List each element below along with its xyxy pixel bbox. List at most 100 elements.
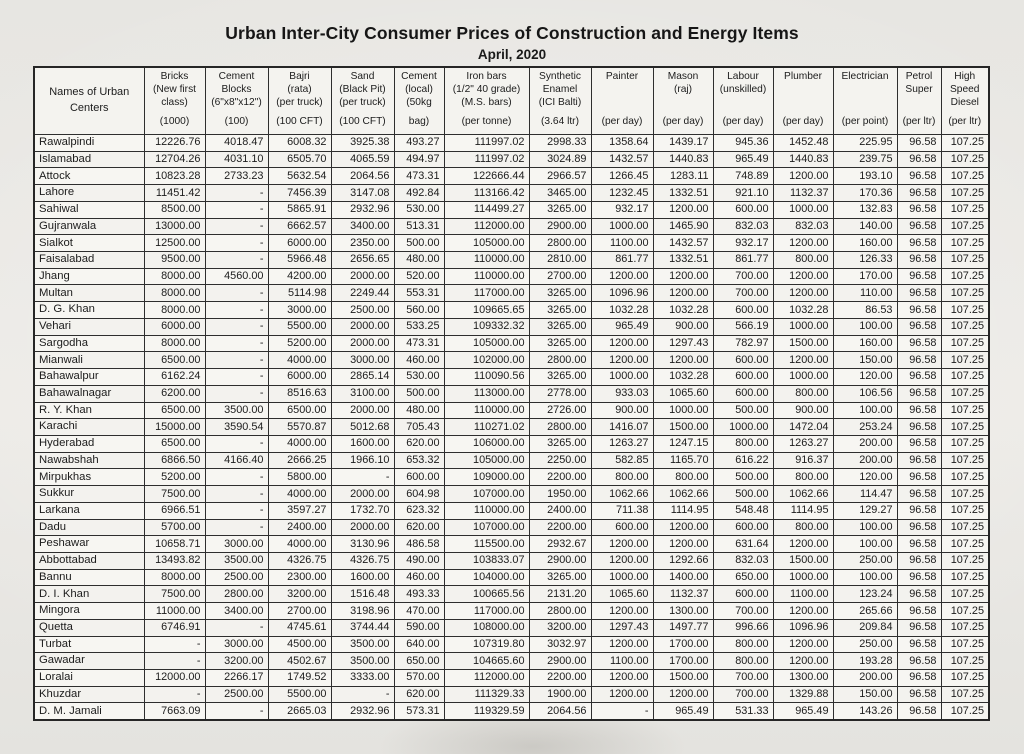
city-cell: Turbat — [33, 635, 145, 654]
header-row: Names of Urban Centers Bricks (New first… — [33, 66, 990, 135]
value-cell: 8000.00 — [143, 301, 206, 319]
value-cell: 1200.00 — [652, 267, 714, 286]
value-cell: 1200.00 — [652, 200, 714, 219]
value-cell: 460.00 — [393, 351, 445, 370]
value-cell: 1032.28 — [772, 301, 834, 319]
value-cell: 107.25 — [940, 418, 990, 436]
value-cell: 96.58 — [896, 652, 942, 670]
value-cell: 107.25 — [940, 551, 990, 570]
value-cell: 200.00 — [832, 451, 898, 470]
column-header-13: High Speed Diesel (per ltr) — [940, 66, 990, 135]
value-cell: 5500.00 — [267, 317, 332, 336]
value-cell: 117000.00 — [443, 284, 530, 303]
value-cell: 460.00 — [393, 568, 445, 587]
table-row: Sahiwal 8500.00-5865.91 2932.96 530.00 11449… — [33, 200, 990, 219]
value-cell: 107.25 — [940, 451, 990, 470]
value-cell: 107.25 — [940, 167, 990, 186]
value-cell: 3265.00 — [528, 568, 592, 587]
value-cell: 265.66 — [832, 602, 898, 620]
page-title: Urban Inter-City Consumer Prices of Cons… — [225, 23, 799, 43]
value-cell: 2064.56 — [528, 702, 592, 721]
value-cell: 3000.00 — [204, 535, 269, 553]
value-cell: 107.25 — [940, 618, 990, 637]
value-cell: 107.25 — [940, 468, 990, 487]
column-name: Iron bars (1/2" 40 grade) (M.S. bars) — [452, 71, 521, 109]
value-cell: 100.00 — [832, 568, 898, 587]
value-cell: - — [204, 501, 269, 520]
city-cell: Faisalabad — [33, 251, 145, 269]
column-name: Electrician — [841, 71, 889, 82]
value-cell: 1400.00 — [652, 568, 714, 587]
value-cell: 1232.45 — [590, 184, 654, 202]
value-cell: 1062.66 — [772, 485, 834, 503]
value-cell: 96.58 — [896, 685, 942, 704]
value-cell: 2800.00 — [528, 234, 592, 253]
table-row: Nawabshah 6866.50 4166.40 2666.25 1966.10 653… — [33, 451, 990, 470]
value-cell: - — [204, 217, 269, 236]
value-cell: 107000.00 — [443, 485, 530, 503]
value-cell: 1200.00 — [590, 602, 654, 620]
value-cell: 96.58 — [896, 267, 942, 286]
value-cell: 2700.00 — [528, 267, 592, 286]
value-cell: 2000.00 — [330, 485, 395, 503]
value-cell: 650.00 — [393, 652, 445, 670]
value-cell: 700.00 — [712, 685, 774, 704]
value-cell: 107.25 — [940, 585, 990, 604]
column-header-1: Cement Blocks (6"x8"x12") (100) — [204, 66, 269, 135]
value-cell: 1600.00 — [330, 434, 395, 453]
value-cell: 631.64 — [712, 535, 774, 553]
value-cell: 1432.57 — [652, 234, 714, 253]
value-cell: 782.97 — [712, 334, 774, 353]
value-cell: 96.58 — [896, 200, 942, 219]
value-cell: 1200.00 — [590, 551, 654, 570]
value-cell: 832.03 — [712, 217, 774, 236]
value-cell: 1516.48 — [330, 585, 395, 604]
column-unit: (per point) — [841, 116, 889, 128]
column-name: Plumber — [784, 71, 822, 82]
value-cell: 120.00 — [832, 368, 898, 386]
value-cell: 1200.00 — [772, 351, 834, 370]
value-cell: - — [204, 434, 269, 453]
value-cell: 1200.00 — [772, 267, 834, 286]
value-cell: 2266.17 — [204, 669, 269, 687]
value-cell: 1000.00 — [590, 368, 654, 386]
table-row: D. I. Khan 7500.00 2800.00 3200.00 1516.48 49… — [33, 585, 990, 604]
column-unit: (per day) — [722, 116, 764, 128]
value-cell: 1966.10 — [330, 451, 395, 470]
value-cell: 4000.00 — [267, 434, 332, 453]
value-cell: 2500.00 — [330, 301, 395, 319]
value-cell: 1114.95 — [652, 501, 714, 520]
value-cell: 1200.00 — [590, 334, 654, 353]
value-cell: 107.25 — [940, 635, 990, 654]
value-cell: - — [204, 301, 269, 319]
value-cell: - — [204, 200, 269, 219]
table-row: Bahawalnagar 6200.00-8516.63 3100.00 500.00… — [33, 384, 990, 403]
value-cell: 4166.40 — [204, 451, 269, 470]
city-cell: Khuzdar — [33, 685, 145, 704]
value-cell: 107.25 — [940, 568, 990, 587]
value-cell: 1200.00 — [590, 535, 654, 553]
value-cell: 250.00 — [832, 635, 898, 654]
city-cell: Quetta — [33, 618, 145, 637]
value-cell: 3200.00 — [267, 585, 332, 604]
value-cell: 6500.00 — [143, 434, 206, 453]
value-cell: 1950.00 — [528, 485, 592, 503]
value-cell: 1032.28 — [652, 301, 714, 319]
table-row: Loralai 12000.00 2266.17 1749.52 3333.00 570.… — [33, 669, 990, 687]
table-row: Turbat -3000.00 4500.00 3500.00 640.00 107319… — [33, 635, 990, 654]
value-cell: 1500.00 — [652, 418, 714, 436]
column-unit: (per ltr) — [948, 116, 982, 128]
value-cell: 4745.61 — [267, 618, 332, 637]
table-row: Bannu 8000.00 2500.00 2300.00 1600.00 460.00 1… — [33, 568, 990, 587]
column-unit: (per day) — [601, 116, 643, 128]
value-cell: 209.84 — [832, 618, 898, 637]
value-cell: 570.00 — [393, 669, 445, 687]
value-cell: - — [204, 618, 269, 637]
value-cell: 9500.00 — [143, 251, 206, 269]
value-cell: 7456.39 — [267, 184, 332, 202]
value-cell: 1062.66 — [652, 485, 714, 503]
value-cell: 3198.96 — [330, 602, 395, 620]
value-cell: 115500.00 — [443, 535, 530, 553]
value-cell: 1000.00 — [772, 568, 834, 587]
city-cell: Gujranwala — [33, 217, 145, 236]
